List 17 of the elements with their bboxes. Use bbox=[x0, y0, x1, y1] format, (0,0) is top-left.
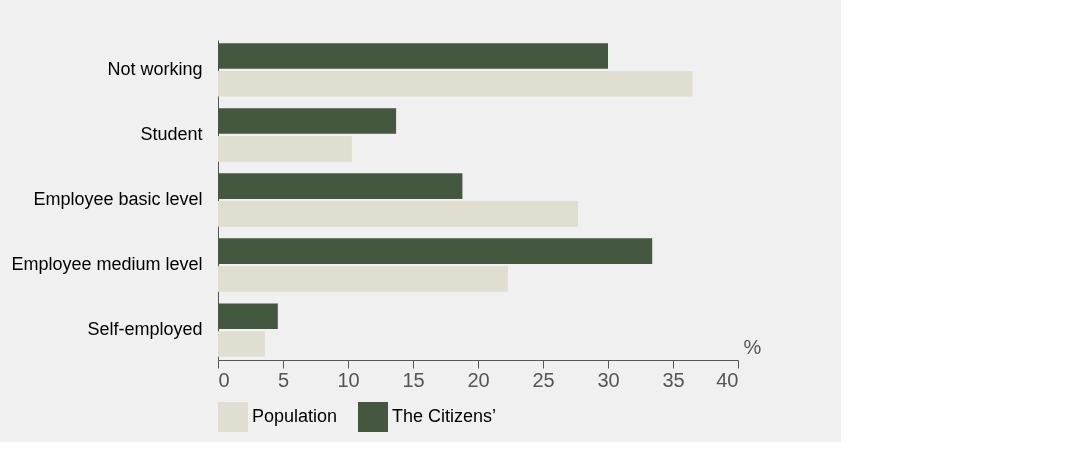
y-tick-label: Student bbox=[140, 123, 203, 144]
y-tick-label: Not working bbox=[107, 58, 203, 79]
x-axis-title: % bbox=[743, 335, 762, 358]
y-tick-label: Employee basic level bbox=[33, 189, 203, 209]
x-tick-label: 10 bbox=[337, 368, 360, 391]
x-tick-label: 35 bbox=[662, 368, 685, 391]
legend-label: The Citizens’ bbox=[392, 406, 497, 426]
y-tick-label: Employee medium level bbox=[11, 254, 203, 275]
x-tick-label: 15 bbox=[402, 368, 425, 391]
x-tick-label: 40 bbox=[716, 368, 739, 391]
x-tick-label: 0 bbox=[218, 368, 230, 391]
x-tick-label: 25 bbox=[532, 368, 555, 391]
x-tick-label: 5 bbox=[277, 368, 290, 391]
y-tick-label: Self-employed bbox=[87, 319, 203, 340]
x-tick-label: 20 bbox=[467, 368, 490, 391]
legend-label: Population bbox=[252, 406, 338, 426]
x-tick-label: 30 bbox=[597, 368, 620, 391]
